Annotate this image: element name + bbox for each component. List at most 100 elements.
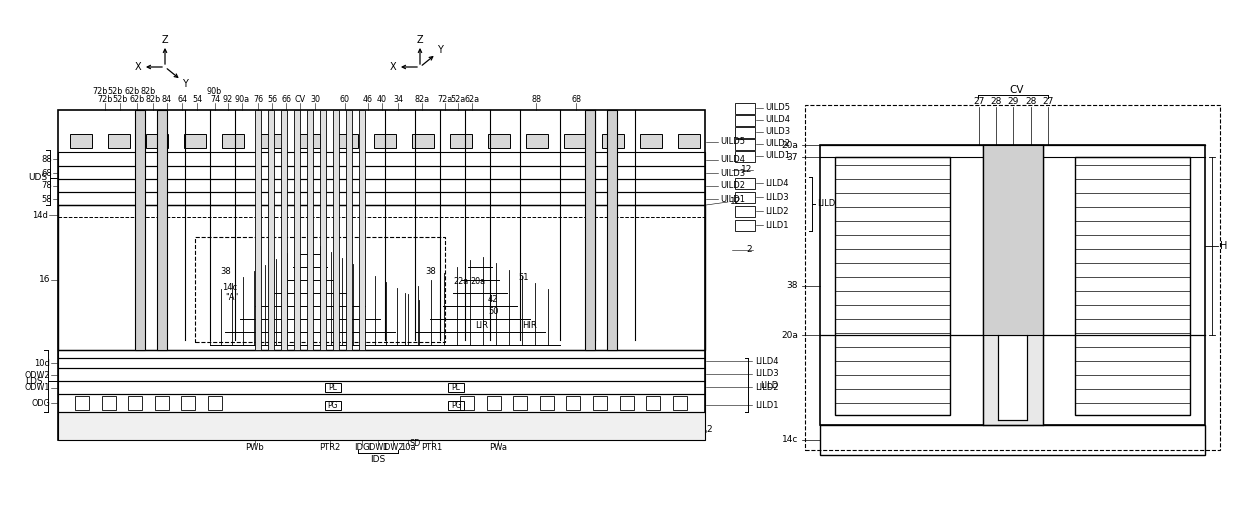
- Bar: [593, 396, 608, 410]
- Bar: [325, 401, 341, 410]
- Bar: [294, 110, 300, 350]
- Text: 56: 56: [267, 95, 277, 105]
- Bar: [108, 134, 130, 148]
- Text: 22a: 22a: [453, 278, 469, 286]
- Text: 12: 12: [730, 197, 742, 207]
- Text: 38: 38: [219, 268, 231, 277]
- Text: UDS: UDS: [29, 174, 47, 182]
- Bar: [58, 358, 706, 368]
- Bar: [620, 396, 634, 410]
- Text: 84: 84: [162, 95, 172, 105]
- Text: 38: 38: [786, 281, 799, 290]
- Text: 10a: 10a: [401, 443, 415, 452]
- Text: SD: SD: [409, 438, 420, 447]
- Bar: [268, 110, 274, 350]
- Text: LILD1: LILD1: [765, 221, 789, 229]
- Bar: [195, 237, 445, 342]
- Text: 88: 88: [531, 95, 541, 105]
- Bar: [181, 396, 195, 410]
- Text: UILD5: UILD5: [765, 104, 790, 113]
- Bar: [585, 110, 595, 350]
- Text: 62b: 62b: [129, 95, 145, 105]
- Bar: [820, 425, 1205, 455]
- Bar: [735, 206, 755, 217]
- Text: 68: 68: [570, 95, 582, 105]
- Text: IDG: IDG: [355, 443, 370, 452]
- Bar: [735, 115, 755, 126]
- Text: PG: PG: [451, 400, 461, 410]
- Text: IDW2: IDW2: [382, 443, 404, 452]
- Bar: [460, 396, 474, 410]
- Text: UILD5: UILD5: [720, 137, 745, 146]
- Text: 88: 88: [41, 155, 52, 164]
- Text: 82b: 82b: [140, 87, 156, 96]
- Text: 51: 51: [518, 274, 528, 282]
- Bar: [735, 220, 755, 231]
- Text: 29: 29: [1007, 97, 1019, 107]
- Bar: [448, 383, 464, 392]
- Text: 2: 2: [706, 426, 712, 434]
- Bar: [260, 134, 281, 148]
- Text: LILD2: LILD2: [765, 207, 789, 216]
- Text: 52a: 52a: [450, 95, 466, 105]
- Bar: [487, 396, 501, 410]
- Text: LILD: LILD: [817, 199, 836, 209]
- Text: "A": "A": [224, 293, 238, 302]
- Text: LILD4: LILD4: [755, 357, 779, 366]
- Bar: [58, 368, 706, 381]
- Text: 14c: 14c: [781, 435, 799, 444]
- Bar: [983, 145, 1043, 335]
- Text: UILD1: UILD1: [720, 194, 745, 204]
- Bar: [360, 110, 365, 350]
- Text: X: X: [135, 62, 141, 72]
- Text: UILD4: UILD4: [765, 116, 790, 125]
- Text: Y: Y: [182, 79, 188, 89]
- Bar: [255, 110, 260, 350]
- Bar: [526, 134, 548, 148]
- Bar: [208, 396, 222, 410]
- Text: 92: 92: [223, 95, 233, 105]
- Text: PTR2: PTR2: [320, 443, 341, 452]
- Bar: [374, 134, 396, 148]
- Text: 52b: 52b: [113, 95, 128, 105]
- Bar: [128, 396, 143, 410]
- Text: 62b: 62b: [124, 87, 140, 96]
- Text: 50: 50: [489, 308, 498, 317]
- Text: 2: 2: [746, 245, 751, 255]
- Text: 82b: 82b: [145, 95, 161, 105]
- Text: 72b: 72b: [92, 87, 108, 96]
- Bar: [157, 110, 167, 350]
- Text: 38: 38: [425, 268, 435, 277]
- Bar: [735, 151, 755, 162]
- Text: 52b: 52b: [108, 87, 123, 96]
- Bar: [58, 192, 706, 205]
- Text: 90b: 90b: [206, 87, 222, 96]
- Text: 46: 46: [363, 95, 373, 105]
- Text: 72a: 72a: [438, 95, 453, 105]
- Bar: [601, 134, 624, 148]
- Text: 72b: 72b: [97, 95, 113, 105]
- Bar: [58, 394, 706, 412]
- Text: PL: PL: [451, 382, 460, 391]
- Bar: [281, 110, 286, 350]
- Text: HIR: HIR: [522, 321, 537, 329]
- Text: 37: 37: [786, 153, 799, 162]
- Text: 58: 58: [41, 194, 52, 204]
- Text: LILD2: LILD2: [755, 382, 779, 391]
- Text: 74: 74: [210, 95, 219, 105]
- Text: 20a: 20a: [781, 140, 799, 149]
- Bar: [58, 412, 706, 440]
- Bar: [805, 105, 1220, 450]
- Text: 40: 40: [377, 95, 387, 105]
- Text: UILD3: UILD3: [765, 127, 790, 136]
- Bar: [320, 110, 326, 350]
- Bar: [69, 134, 92, 148]
- Text: 90a: 90a: [234, 95, 249, 105]
- Bar: [983, 145, 1043, 425]
- Text: PWb: PWb: [246, 443, 264, 452]
- Text: Z: Z: [161, 35, 169, 45]
- Text: IDS: IDS: [371, 454, 386, 464]
- Bar: [102, 396, 117, 410]
- Bar: [58, 350, 706, 358]
- Text: LIR: LIR: [475, 321, 489, 329]
